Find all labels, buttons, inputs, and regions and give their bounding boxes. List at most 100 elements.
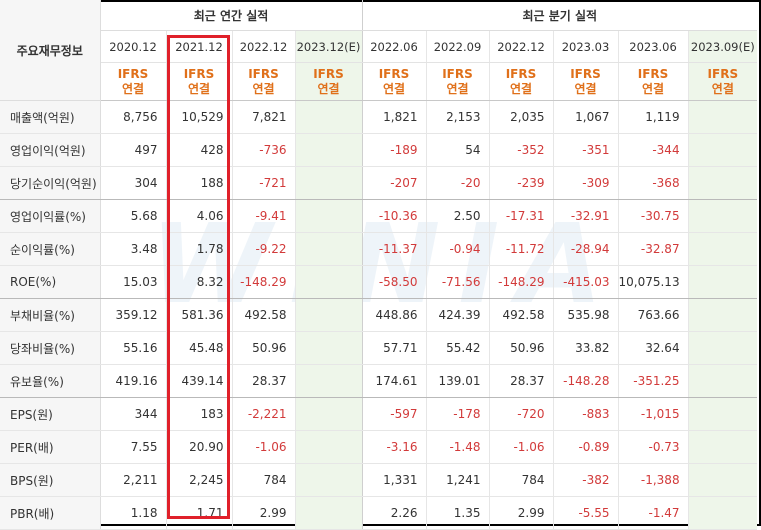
table-cell: 448.86 [361, 298, 426, 332]
table-row: 부채비율(%) 359.12 581.36 492.58 448.86 424.39 492… [0, 298, 758, 332]
row-label: 유보율(%) [0, 364, 101, 398]
table-cell: -351 [552, 133, 618, 167]
table-cell: -0.94 [425, 232, 489, 266]
table-cell: 1.35 [425, 496, 489, 530]
table-cell: 32.64 [617, 331, 689, 365]
table-cell: -736 [231, 133, 295, 167]
table-cell: 1,067 [552, 100, 618, 134]
table-cell: 2,245 [165, 463, 232, 497]
table-cell: 183 [165, 397, 232, 431]
table-cell: 1.71 [165, 496, 232, 530]
row-label: 매출액(억원) [0, 100, 101, 134]
table-cell [687, 397, 758, 431]
ifrs-label: IFRS [313, 66, 344, 81]
table-cell: -1.06 [231, 430, 295, 464]
table-cell: -9.22 [231, 232, 295, 266]
table-cell: 28.37 [488, 364, 553, 398]
table-cell: 784 [488, 463, 553, 497]
table-cell: 54 [425, 133, 489, 167]
table-cell: 784 [231, 463, 295, 497]
table-cell: -1,388 [617, 463, 689, 497]
accounting-standard: IFRS 연결 [231, 62, 295, 101]
period-header: 2023.03 [552, 30, 618, 63]
table-cell: 45.48 [165, 331, 232, 365]
table-cell: 1.78 [165, 232, 232, 266]
table-cell: 763.66 [617, 298, 689, 332]
table-cell: 2,211 [99, 463, 166, 497]
table-cell: -148.28 [552, 364, 618, 398]
table-cell: 8.32 [165, 265, 232, 299]
period-header: 2023.12(E) [294, 30, 362, 63]
table-cell: 50.96 [488, 331, 553, 365]
table-cell: -71.56 [425, 265, 489, 299]
row-label: 영업이익(억원) [0, 133, 101, 167]
table-cell: -368 [617, 166, 689, 200]
table-cell [294, 397, 362, 431]
ifrs-label: IFRS [570, 66, 601, 81]
consolidated-label: 연결 [317, 81, 340, 96]
table-cell [687, 496, 758, 530]
row-label: PBR(배) [0, 496, 101, 530]
table-row: 매출액(억원) 8,756 10,529 7,821 1,821 2,153 2,035 1,… [0, 100, 758, 134]
table-cell: -1.47 [617, 496, 689, 530]
table-cell: 57.71 [361, 331, 426, 365]
table-cell: 535.98 [552, 298, 618, 332]
quarterly-group-header: 최근 분기 실적 [361, 0, 758, 31]
ifrs-label: IFRS [117, 66, 149, 81]
row-label: 당기순이익(억원) [0, 166, 101, 200]
corner-label: 주요재무정보 [0, 0, 101, 101]
table-cell: 8,756 [99, 100, 166, 134]
table-cell: -2,221 [231, 397, 295, 431]
table-cell: 3.48 [99, 232, 166, 266]
table-cell: 359.12 [99, 298, 166, 332]
table-cell: -30.75 [617, 199, 689, 233]
table-cell: -1.48 [425, 430, 489, 464]
accounting-standard: IFRS 연결 [99, 62, 166, 101]
accounting-standard: IFRS 연결 [361, 62, 426, 101]
table-cell [687, 199, 758, 233]
table-cell: 2.99 [231, 496, 295, 530]
table-cell [294, 133, 362, 167]
table-cell: -415.03 [552, 265, 618, 299]
row-label: EPS(원) [0, 397, 101, 431]
table-cell [294, 331, 362, 365]
table-cell: 50.96 [231, 331, 295, 365]
table-cell: -344 [617, 133, 689, 167]
table-cell [687, 364, 758, 398]
table-row: BPS(원) 2,211 2,245 784 1,331 1,241 784 -382 -1,3… [0, 463, 758, 497]
table-cell [294, 496, 362, 530]
table-row: 당좌비율(%) 55.16 45.48 50.96 57.71 55.42 50.96 33.… [0, 331, 758, 365]
table-cell: -351.25 [617, 364, 689, 398]
table-cell: 7.55 [99, 430, 166, 464]
table-cell: -178 [425, 397, 489, 431]
table-cell: -17.31 [488, 199, 553, 233]
table-row: 영업이익률(%) 5.68 4.06 -9.41 -10.36 2.50 -17.31 -32… [0, 199, 758, 233]
table-cell: -28.94 [552, 232, 618, 266]
table-cell: 439.14 [165, 364, 232, 398]
ifrs-label: IFRS [378, 66, 410, 81]
consolidated-label: 연결 [446, 81, 469, 96]
table-cell [687, 265, 758, 299]
table-cell: 1,119 [617, 100, 689, 134]
consolidated-label: 연결 [252, 81, 275, 96]
table-cell: -352 [488, 133, 553, 167]
table-cell: -721 [231, 166, 295, 200]
table-cell [687, 232, 758, 266]
table-cell [294, 100, 362, 134]
accounting-standard: IFRS 연결 [552, 62, 618, 101]
table-cell [687, 430, 758, 464]
table-cell: -0.89 [552, 430, 618, 464]
table-cell [294, 298, 362, 332]
table-cell: 581.36 [165, 298, 232, 332]
consolidated-label: 연결 [711, 81, 734, 96]
table-row: EPS(원) 344 183 -2,221 -597 -178 -720 -883 -1,015 [0, 397, 758, 431]
table-row: ROE(%) 15.03 8.32 -148.29 -58.50 -71.56 -148.2… [0, 265, 758, 299]
table-cell: -148.29 [231, 265, 295, 299]
table-cell: -11.37 [361, 232, 426, 266]
table-cell [294, 430, 362, 464]
table-cell [294, 199, 362, 233]
table-cell: -11.72 [488, 232, 553, 266]
table-cell: 1.18 [99, 496, 166, 530]
table-cell: 15.03 [99, 265, 166, 299]
